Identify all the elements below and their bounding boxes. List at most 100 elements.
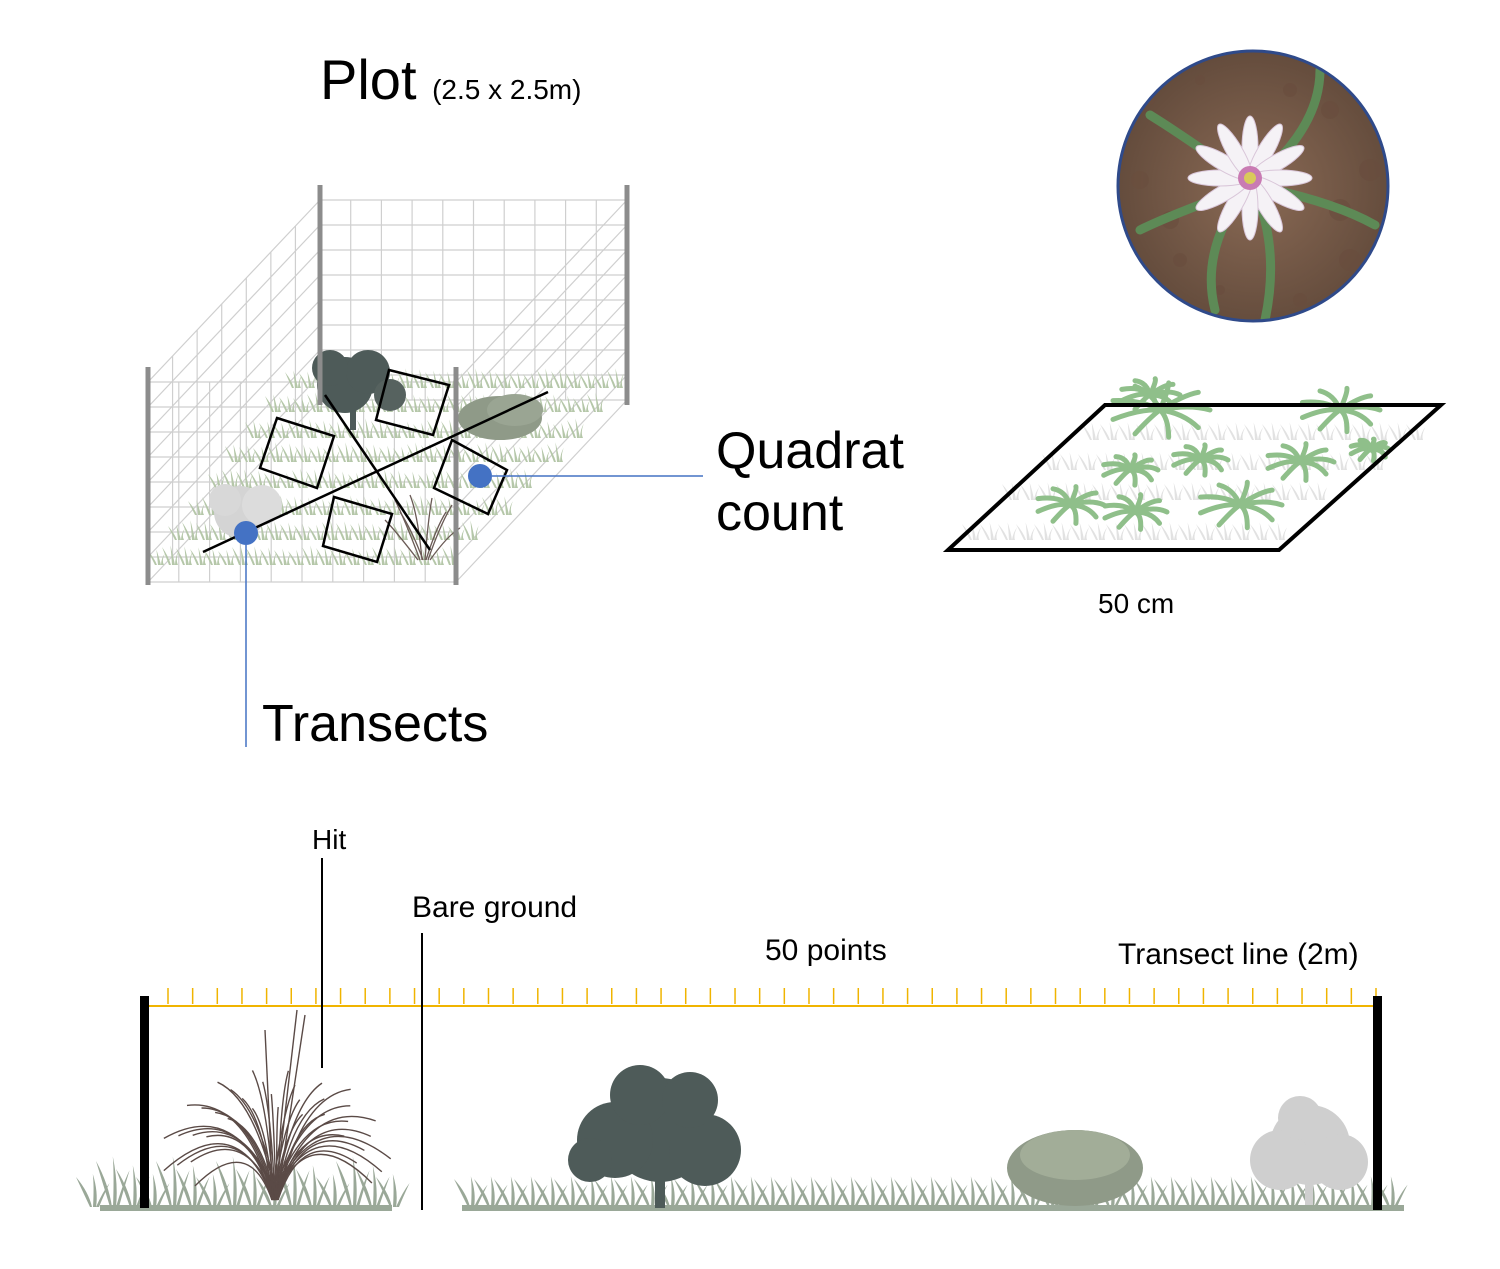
grass-tuft <box>1142 522 1162 540</box>
grid-line <box>147 299 321 483</box>
grass-tuft <box>320 470 337 488</box>
grass-tuft <box>286 496 303 515</box>
quadrat-leaf <box>1132 498 1163 515</box>
quadrat-plant <box>1198 479 1285 531</box>
grass-tuft <box>1190 422 1210 440</box>
grass-tuft <box>1234 1176 1268 1207</box>
quadrat-plant <box>1035 484 1107 526</box>
grass-tuft <box>734 1176 768 1207</box>
grass-tuft <box>998 522 1018 540</box>
grass-tuft <box>397 368 414 388</box>
tussock-blade <box>163 1143 274 1201</box>
grass-tuft <box>1124 522 1144 540</box>
quadrat-leaf <box>1297 447 1329 465</box>
grass-tuft <box>962 522 982 540</box>
grass-tuft <box>1308 482 1328 500</box>
quadrat-leaf <box>1147 381 1176 398</box>
transect-point-ticks <box>167 988 1377 1004</box>
grass-tuft <box>1096 452 1116 470</box>
plot-side-grid <box>147 199 628 583</box>
tussock-stalk <box>264 1029 274 1201</box>
quadrat-leaf <box>1337 407 1350 435</box>
grass-tuft <box>814 1176 848 1207</box>
grass-tuft <box>1268 522 1288 540</box>
tussock-stalk <box>276 1014 306 1201</box>
grass-tuft <box>674 1176 708 1207</box>
plot-shrub-pale <box>209 484 282 538</box>
tussock-blade <box>273 1153 373 1201</box>
grid-line <box>147 249 321 433</box>
grass-tuft <box>1154 422 1174 440</box>
hit-label: Hit <box>312 824 347 855</box>
grass-tuft <box>222 468 239 488</box>
grass-tuft <box>316 1174 350 1207</box>
grass-tuft <box>894 1176 928 1207</box>
grass-tuft <box>1164 482 1184 500</box>
grass-tuft <box>364 523 381 540</box>
grass-tuft <box>794 1176 828 1207</box>
grass-tuft <box>273 422 290 438</box>
grass-tuft <box>1118 422 1138 440</box>
grass-tuft <box>400 547 417 565</box>
grass-tuft <box>1272 482 1292 500</box>
grass-tuft <box>148 549 165 565</box>
grass-tuft <box>372 545 389 565</box>
quadrat-2 <box>258 416 336 490</box>
grass-tuft <box>505 444 522 462</box>
grass-tuft <box>362 468 379 488</box>
grass-tuft <box>404 471 421 488</box>
quadrat-leaf <box>1067 490 1099 508</box>
grass-tuft <box>1352 422 1372 440</box>
plot-quadrats <box>258 368 509 564</box>
grass-tuft <box>414 548 431 565</box>
grass-tuft <box>1334 422 1354 440</box>
grass-tuft <box>386 546 403 565</box>
grass-tuft <box>523 372 540 388</box>
bare-ground-label: Bare ground <box>412 891 578 924</box>
grass-tuft <box>418 472 435 488</box>
grass-tuft <box>1034 522 1054 540</box>
grass-tuft <box>1274 1176 1308 1207</box>
grass-tuft <box>519 445 536 462</box>
soil-speck <box>1339 249 1361 271</box>
quadrat-leaf <box>1237 502 1250 531</box>
grass-tuft <box>1222 452 1242 470</box>
grass-tuft <box>834 1176 868 1207</box>
grass-tuft <box>168 524 185 540</box>
grass-tuft <box>264 471 281 488</box>
grass-tuft <box>379 445 396 462</box>
grass-tuft <box>210 522 227 540</box>
quadrat-leaf <box>1157 407 1172 440</box>
transects-label: Transects <box>262 695 489 753</box>
grass-tuft <box>462 520 479 540</box>
grass-tuft <box>1020 482 1040 500</box>
grass-tuft <box>337 442 354 462</box>
grass-tuft <box>1100 422 1120 440</box>
grass-tuft <box>1094 1176 1128 1207</box>
grass-tuft <box>348 472 365 488</box>
quadrat-leaf <box>1237 487 1275 508</box>
grass-tuft <box>1146 482 1166 500</box>
points-label: 50 points <box>765 934 887 967</box>
grass-tuft <box>1254 1176 1288 1207</box>
tussock-blade <box>194 1161 273 1201</box>
grass-tuft <box>306 469 323 488</box>
transect-shrub-pale <box>1250 1096 1368 1205</box>
grass-tuft <box>1128 482 1148 500</box>
grass-tuft <box>974 1176 1008 1207</box>
grass-tuft <box>1236 482 1256 500</box>
grass-tuft <box>236 1165 270 1207</box>
grass-tuft <box>329 421 346 438</box>
quadrat-plant <box>1299 385 1383 435</box>
grass-tuft <box>1052 522 1072 540</box>
quadrat-3 <box>432 438 509 516</box>
grass-tuft <box>216 1156 250 1207</box>
grass-tuft <box>1078 452 1098 470</box>
grass-tuft <box>1172 422 1192 440</box>
grid-line <box>147 324 321 508</box>
tussock-blade <box>241 1097 273 1201</box>
grass-tuft <box>256 1174 290 1207</box>
grass-tuft <box>1218 482 1238 500</box>
grass-tuft <box>1154 1176 1188 1207</box>
tussock-blade <box>272 1099 301 1201</box>
